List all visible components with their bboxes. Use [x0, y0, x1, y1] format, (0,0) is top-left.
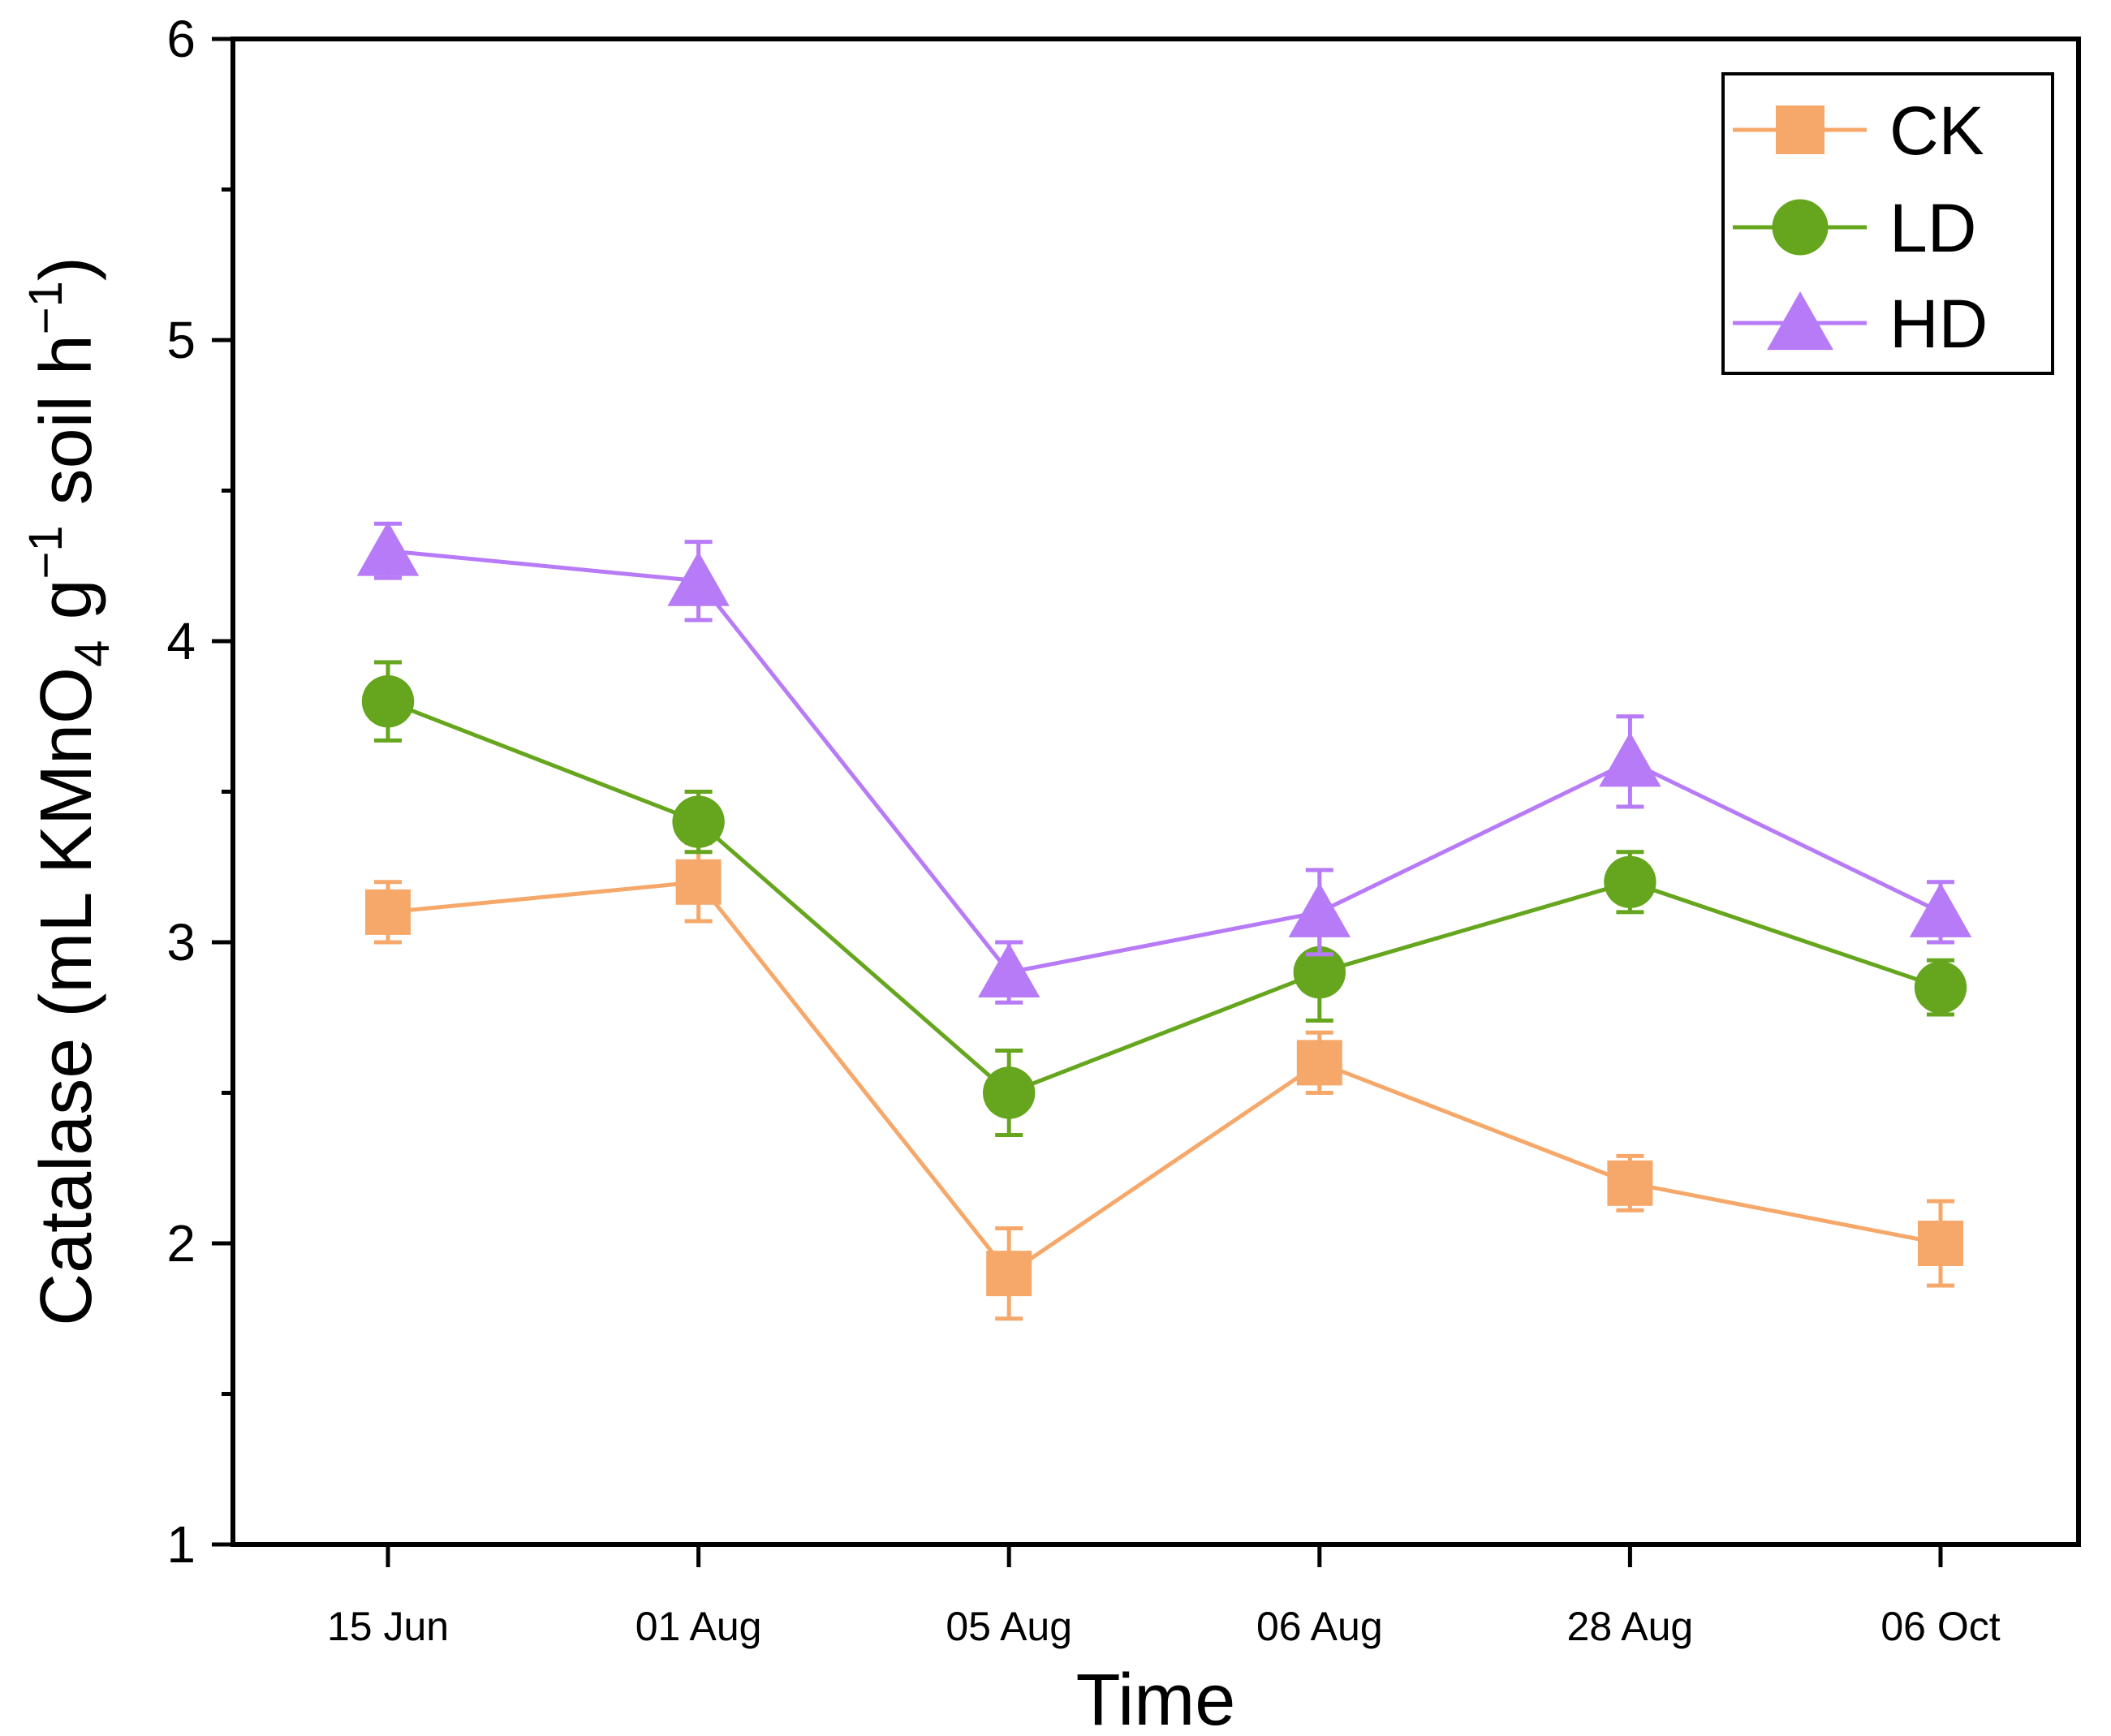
series-ck [365, 841, 1963, 1321]
series-hd [356, 521, 1972, 1005]
x-tick-label: 06 Oct [1881, 1604, 2000, 1649]
square-marker [1607, 1160, 1653, 1206]
x-tick-label: 06 Aug [1256, 1604, 1383, 1649]
triangle-marker [1288, 882, 1351, 937]
square-marker [986, 1251, 1032, 1297]
legend-label: LD [1889, 190, 1976, 266]
legend: CK LD HD [1721, 72, 2054, 375]
circle-marker [1772, 199, 1829, 256]
x-tick-label: 05 Aug [946, 1604, 1072, 1649]
square-marker [365, 889, 411, 935]
y-tick-label: 1 [166, 1515, 196, 1574]
x-axis-ticks: 15 Jun 01 Aug 05 Aug 06 Aug 28 Aug 06 Oct [327, 1544, 2001, 1649]
series-line [387, 880, 1941, 1276]
data-series [356, 521, 1972, 1321]
square-marker [1296, 1040, 1342, 1086]
y-axis-ticks: 1 2 3 4 5 6 [166, 10, 233, 1574]
y-tick-label: 5 [166, 311, 196, 369]
x-tick-label: 01 Aug [635, 1604, 762, 1649]
circle-marker [672, 795, 725, 848]
y-tick-label: 3 [166, 913, 196, 971]
triangle-marker [667, 551, 730, 606]
x-axis-title: Time [1076, 1660, 1236, 1736]
series-line [387, 699, 1941, 1095]
legend-label: CK [1889, 93, 1984, 169]
triangle-marker [1909, 882, 1972, 937]
circle-marker [361, 675, 415, 728]
triangle-marker [977, 942, 1040, 998]
triangle-marker [1599, 732, 1661, 787]
triangle-marker [1767, 291, 1833, 351]
y-tick-label: 4 [166, 612, 196, 670]
legend-item-ld: LD [1733, 190, 1976, 266]
circle-marker [1293, 946, 1346, 999]
series-line [387, 549, 1942, 975]
y-axis-title: Catalase (mL KMnO4 g−1 soil h−1) [19, 256, 119, 1326]
square-marker [675, 859, 722, 905]
circle-marker [983, 1066, 1036, 1119]
x-tick-label: 28 Aug [1567, 1604, 1694, 1649]
square-marker [1776, 106, 1825, 154]
plot-frame [230, 37, 2081, 1547]
legend-item-hd: HD [1733, 286, 1988, 362]
legend-item-ck: CK [1733, 93, 1984, 169]
circle-marker [1914, 961, 1967, 1014]
x-tick-label: 15 Jun [327, 1604, 449, 1649]
square-marker [1918, 1221, 1963, 1266]
y-tick-label: 6 [166, 10, 196, 68]
y-tick-label: 2 [166, 1214, 196, 1273]
circle-marker [1604, 855, 1656, 909]
triangle-marker [356, 521, 420, 576]
legend-label: HD [1889, 286, 1988, 362]
